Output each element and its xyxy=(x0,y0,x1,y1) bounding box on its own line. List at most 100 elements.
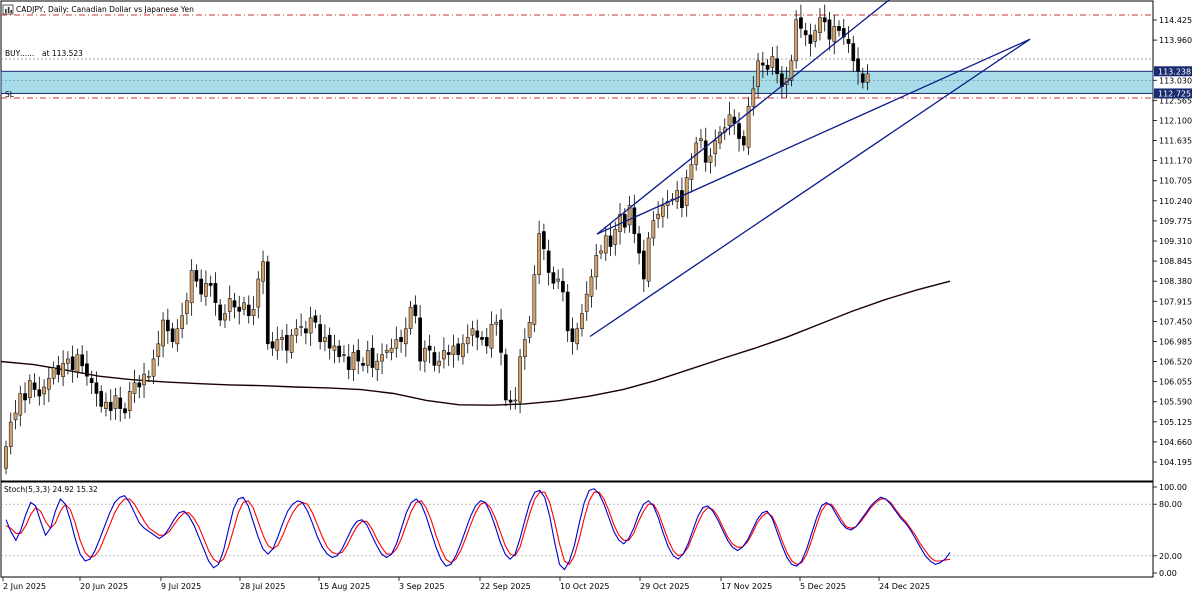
candle[interactable] xyxy=(365,340,370,374)
candle[interactable] xyxy=(708,148,713,174)
candle[interactable] xyxy=(637,225,641,265)
candle[interactable] xyxy=(603,226,608,261)
candle[interactable] xyxy=(51,361,56,385)
candle[interactable] xyxy=(165,308,170,344)
candle[interactable] xyxy=(537,220,541,285)
candle[interactable] xyxy=(61,350,65,387)
candle[interactable] xyxy=(808,23,813,57)
candle[interactable] xyxy=(384,344,389,359)
candle[interactable] xyxy=(351,344,356,381)
candle[interactable] xyxy=(161,312,165,358)
candle[interactable] xyxy=(265,255,270,350)
candle[interactable] xyxy=(599,244,603,260)
candle[interactable] xyxy=(280,329,284,351)
candle[interactable] xyxy=(261,250,265,295)
candle[interactable] xyxy=(394,326,399,358)
candle[interactable] xyxy=(775,45,779,84)
candle[interactable] xyxy=(760,51,765,79)
candle[interactable] xyxy=(8,412,13,455)
candle[interactable] xyxy=(513,387,518,410)
candle[interactable] xyxy=(137,374,142,399)
candle[interactable] xyxy=(32,373,37,398)
candle[interactable] xyxy=(199,269,204,302)
candle[interactable] xyxy=(851,35,856,73)
candle[interactable] xyxy=(423,340,427,373)
candle[interactable] xyxy=(213,272,218,316)
candle[interactable] xyxy=(218,298,223,327)
candle[interactable] xyxy=(594,244,599,290)
candle[interactable] xyxy=(327,327,332,360)
candle[interactable] xyxy=(104,392,108,417)
candle[interactable] xyxy=(185,292,189,325)
candle[interactable] xyxy=(508,390,513,410)
candle[interactable] xyxy=(170,322,175,348)
candle[interactable] xyxy=(37,376,42,406)
candle[interactable] xyxy=(503,348,508,407)
candle[interactable] xyxy=(661,197,665,228)
channel-upper-extension[interactable] xyxy=(596,0,895,235)
candle[interactable] xyxy=(803,22,808,47)
candle[interactable] xyxy=(656,201,660,229)
candle[interactable] xyxy=(451,334,456,368)
candle[interactable] xyxy=(494,314,499,336)
candle[interactable] xyxy=(56,355,61,383)
entry-zone[interactable] xyxy=(0,70,1154,94)
candle[interactable] xyxy=(822,4,827,32)
candle[interactable] xyxy=(770,47,775,76)
candle[interactable] xyxy=(42,379,46,406)
candle[interactable] xyxy=(304,320,308,345)
candle[interactable] xyxy=(837,20,841,37)
candle[interactable] xyxy=(194,264,199,288)
candle[interactable] xyxy=(80,345,85,374)
candle[interactable] xyxy=(246,295,251,324)
candle[interactable] xyxy=(308,306,313,346)
candle[interactable] xyxy=(580,304,584,337)
candle[interactable] xyxy=(27,374,32,404)
candle[interactable] xyxy=(89,370,94,394)
candle[interactable] xyxy=(746,96,751,156)
candle[interactable] xyxy=(794,10,799,69)
candle[interactable] xyxy=(818,8,822,41)
candle[interactable] xyxy=(827,12,832,51)
candle[interactable] xyxy=(23,382,27,413)
candle[interactable] xyxy=(323,324,327,352)
candle[interactable] xyxy=(584,281,589,321)
candle[interactable] xyxy=(689,153,694,193)
candle[interactable] xyxy=(565,284,570,343)
candle[interactable] xyxy=(813,24,818,48)
candle[interactable] xyxy=(256,271,261,319)
candle[interactable] xyxy=(375,353,380,381)
candle[interactable] xyxy=(46,367,51,403)
candle[interactable] xyxy=(413,295,418,324)
candle[interactable] xyxy=(356,339,361,375)
candle[interactable] xyxy=(142,362,146,398)
candle[interactable] xyxy=(561,268,565,302)
candle[interactable] xyxy=(627,196,632,233)
candle[interactable] xyxy=(789,54,794,87)
candle[interactable] xyxy=(294,319,299,343)
candle[interactable] xyxy=(442,337,446,369)
candle[interactable] xyxy=(570,317,575,355)
candle[interactable] xyxy=(680,177,684,218)
stoch-panel[interactable] xyxy=(0,481,1154,578)
candle[interactable] xyxy=(75,348,80,378)
candle[interactable] xyxy=(403,317,408,357)
candle[interactable] xyxy=(480,331,484,346)
candle[interactable] xyxy=(223,304,227,328)
candle[interactable] xyxy=(646,231,651,288)
candle[interactable] xyxy=(227,285,232,321)
candle[interactable] xyxy=(380,343,384,375)
candle[interactable] xyxy=(741,130,746,152)
candle[interactable] xyxy=(765,59,770,76)
candle[interactable] xyxy=(461,334,465,365)
candle[interactable] xyxy=(546,239,551,286)
candle[interactable] xyxy=(727,101,732,136)
candle[interactable] xyxy=(284,323,289,364)
candle[interactable] xyxy=(251,296,256,326)
candle[interactable] xyxy=(470,320,475,347)
candle[interactable] xyxy=(675,180,680,210)
candle[interactable] xyxy=(346,343,351,380)
candle[interactable] xyxy=(242,296,246,316)
candle[interactable] xyxy=(113,387,118,420)
